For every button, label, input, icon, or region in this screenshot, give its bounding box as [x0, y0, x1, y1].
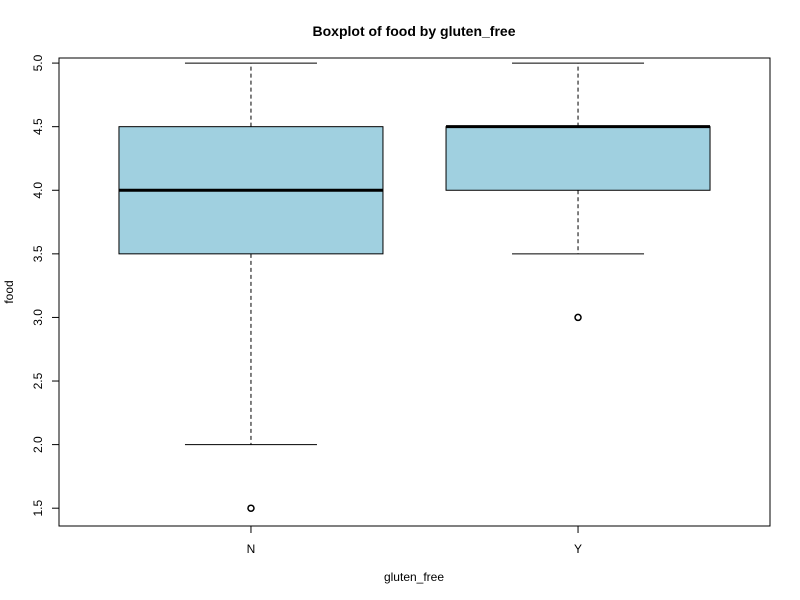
chart-marks [118, 62, 711, 512]
y-tick-label: 3.0 [31, 309, 45, 326]
y-tick-label: 2.0 [31, 436, 45, 453]
y-tick-label: 4.5 [31, 118, 45, 135]
outlier-point [574, 313, 582, 322]
y-tick-label: 3.5 [31, 245, 45, 262]
x-tick-label: N [247, 542, 256, 556]
y-tick-label: 4.0 [31, 182, 45, 199]
iqr-box [445, 126, 711, 191]
y-tick-label: 1.5 [31, 500, 45, 517]
x-axis-label: gluten_free [384, 570, 444, 584]
x-tick-label: Y [574, 542, 582, 556]
chart-title: Boxplot of food by gluten_free [313, 23, 516, 39]
y-axis-label: food [2, 280, 16, 303]
y-tick-label: 5.0 [31, 54, 45, 71]
y-axis: 1.5 2.0 2.5 3.0 3.5 4.0 4.5 5.0 [31, 54, 60, 517]
y-tick-label: 2.5 [31, 372, 45, 389]
box-group-Y [445, 62, 711, 322]
outlier-point [247, 504, 255, 512]
box-group-N [118, 62, 384, 512]
